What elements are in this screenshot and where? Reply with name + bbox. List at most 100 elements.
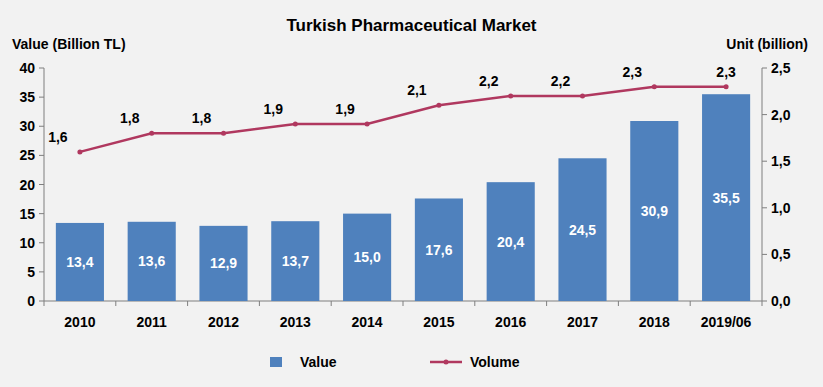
line-marker xyxy=(293,121,298,126)
bar xyxy=(487,182,535,301)
line-label: 2,2 xyxy=(479,73,499,89)
bar-label: 30,9 xyxy=(641,203,668,219)
line-marker xyxy=(652,84,657,89)
x-tick-label: 2011 xyxy=(137,314,168,330)
x-tick-label: 2019/06 xyxy=(701,314,752,330)
y-tick xyxy=(39,213,44,214)
x-tick xyxy=(187,301,188,306)
x-tick-label: 2010 xyxy=(64,314,95,330)
y2-tick xyxy=(762,114,767,115)
data-labels: 13,413,612,913,715,017,620,424,530,935,5… xyxy=(48,64,740,272)
bar xyxy=(415,198,463,301)
line xyxy=(80,87,726,152)
bar xyxy=(343,214,391,301)
legend-label: Value xyxy=(300,354,337,370)
y-tick xyxy=(39,68,44,69)
y-tick xyxy=(39,155,44,156)
line-label: 2,3 xyxy=(623,64,643,80)
legend-marker xyxy=(444,360,449,365)
y-tick-label: 30 xyxy=(19,118,35,134)
bar xyxy=(558,158,606,301)
y2-tick xyxy=(762,207,767,208)
background xyxy=(0,0,823,387)
bar xyxy=(630,121,678,301)
x-tick-label: 2016 xyxy=(495,314,526,330)
bar xyxy=(56,223,104,301)
line-marker xyxy=(365,121,370,126)
line-label: 2,1 xyxy=(407,82,427,98)
y-tick xyxy=(39,271,44,272)
y2-tick xyxy=(762,254,767,255)
line-label: 2,3 xyxy=(716,64,736,80)
line-marker xyxy=(724,84,729,89)
x-tick xyxy=(618,301,619,306)
y2-tick xyxy=(762,161,767,162)
y-tick-label: 5 xyxy=(27,264,35,280)
bar xyxy=(199,226,247,301)
bar-label: 12,9 xyxy=(210,255,237,271)
y-tick-label: 0 xyxy=(27,293,35,309)
bar-label: 35,5 xyxy=(712,190,739,206)
bar-label: 24,5 xyxy=(569,222,596,238)
x-tick-label: 2018 xyxy=(639,314,670,330)
y2-axis-title: Unit (billion) xyxy=(726,36,808,52)
chart: Turkish Pharmaceutical Market Value (Bill… xyxy=(0,0,823,387)
x-tick xyxy=(474,301,475,306)
bar-label: 20,4 xyxy=(497,234,524,250)
bar xyxy=(128,222,176,301)
y-tick-label: 10 xyxy=(19,235,35,251)
x-tick xyxy=(690,301,691,306)
line-marker xyxy=(436,103,441,108)
y-tick-label: 40 xyxy=(19,60,35,76)
line-label: 1,8 xyxy=(120,110,140,126)
y-tick-label: 15 xyxy=(19,206,35,222)
line-label: 1,8 xyxy=(192,110,212,126)
y2-tick-label: 1,5 xyxy=(771,153,791,169)
y2-tick xyxy=(762,301,767,302)
y2-tick-label: 1,0 xyxy=(771,200,791,216)
y2-axis-line xyxy=(762,68,763,301)
line-marker xyxy=(149,131,154,136)
y2-tick-label: 0,5 xyxy=(771,246,791,262)
y2-tick-label: 2,0 xyxy=(771,107,791,123)
x-tick-label: 2013 xyxy=(280,314,311,330)
line-marker xyxy=(580,93,585,98)
legend-label: Volume xyxy=(470,354,520,370)
bar-label: 13,7 xyxy=(282,253,309,269)
x-tick-label: 2014 xyxy=(352,314,383,330)
bar-label: 13,4 xyxy=(66,254,93,270)
legend-swatch xyxy=(270,357,282,367)
x-tick xyxy=(44,301,45,306)
x-tick xyxy=(115,301,116,306)
x-tick xyxy=(259,301,260,306)
bar xyxy=(271,221,319,301)
y-tick-label: 25 xyxy=(19,147,35,163)
line-label: 2,2 xyxy=(551,73,571,89)
line-marker xyxy=(221,131,226,136)
y-tick xyxy=(39,184,44,185)
y-tick xyxy=(39,242,44,243)
x-tick xyxy=(546,301,547,306)
x-tick-label: 2015 xyxy=(423,314,454,330)
title: Turkish Pharmaceutical Market xyxy=(286,16,536,35)
line-label: 1,6 xyxy=(48,129,68,145)
line-label: 1,9 xyxy=(264,101,284,117)
line-label: 1,9 xyxy=(335,101,355,117)
bar-label: 15,0 xyxy=(353,249,380,265)
y-tick xyxy=(39,126,44,127)
y-axis-title: Value (Billion TL) xyxy=(12,36,126,52)
line-marker xyxy=(77,149,82,154)
x-tick-label: 2012 xyxy=(208,314,239,330)
plot-marks xyxy=(56,84,750,301)
y-tick-label: 20 xyxy=(19,177,35,193)
bar-label: 13,6 xyxy=(138,253,165,269)
x-tick xyxy=(403,301,404,306)
y-tick-label: 35 xyxy=(19,89,35,105)
y2-tick-label: 0,0 xyxy=(771,293,791,309)
legend: Value Volume xyxy=(270,354,520,370)
x-tick xyxy=(762,301,763,306)
y2-tick xyxy=(762,68,767,69)
y-tick xyxy=(39,301,44,302)
y-tick xyxy=(39,97,44,98)
x-tick-label: 2017 xyxy=(567,314,598,330)
